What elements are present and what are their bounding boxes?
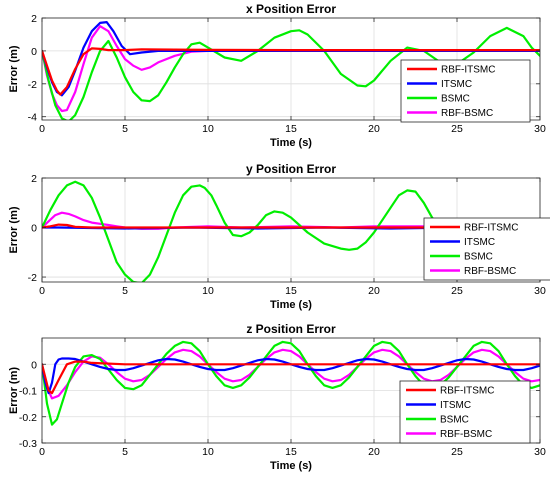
x-tick-label: 20 (368, 123, 380, 135)
series-line-bsmc (42, 180, 442, 282)
chart-title: z Position Error (246, 322, 336, 336)
legend: RBF-ITSMC ITSMC BSMC RBF-BSMC (399, 380, 531, 444)
x-tick-label: 30 (534, 285, 546, 297)
legend-box (399, 380, 531, 444)
x-tick-label: 15 (285, 446, 297, 458)
x-tick-label: 10 (202, 446, 214, 458)
legend-entry: ITSMC (464, 237, 495, 248)
legend-entry: RBF-ITSMC (441, 65, 495, 76)
y-tick-label: -0.3 (19, 438, 37, 450)
x-tick-label: 30 (534, 123, 546, 135)
x-tick-label: 0 (39, 123, 45, 135)
legend-entry: RBF-ITSMC (464, 223, 518, 234)
x-tick-label: 15 (285, 285, 297, 297)
y-tick-label: 2 (31, 173, 37, 185)
y-tick-label: -4 (28, 112, 37, 124)
x-tick-label: 10 (202, 123, 214, 135)
legend-entry: BSMC (464, 252, 493, 263)
series-line-rbf-itsmc (42, 360, 540, 395)
legend-entry: RBF-BSMC (441, 108, 493, 119)
x-tick-label: 5 (122, 446, 128, 458)
legend-entry: BSMC (441, 94, 470, 105)
series-line-rbf-itsmc (42, 223, 540, 229)
legend-entry: RBF-BSMC (440, 429, 492, 440)
y-tick-label: -2 (28, 272, 37, 284)
series-line-bsmc (42, 340, 540, 426)
legend: RBF-ITSMC ITSMC BSMC RBF-BSMC (400, 59, 531, 123)
y-axis-label: Error (m) (8, 45, 20, 92)
series-line-bsmc (42, 26, 540, 120)
x-axis-label: Time (s) (270, 137, 312, 149)
y-tick-label: 2 (31, 13, 37, 25)
y-tick-label: 0 (31, 46, 37, 58)
y-tick-label: 0 (31, 359, 37, 371)
x-tick-label: 20 (368, 285, 380, 297)
chart-title: x Position Error (246, 2, 336, 16)
x-tick-label: 5 (122, 123, 128, 135)
x-tick-label: 20 (368, 446, 380, 458)
x-tick-label: 0 (39, 446, 45, 458)
x-tick-label: 25 (451, 123, 463, 135)
y-tick-label: -0.2 (19, 412, 37, 424)
panel-3: 0 5 10 15 20 25 30 -0.3 -0.2 -0.1 0 z Position Erro… (8, 322, 546, 472)
y-axis-label: Error (m) (8, 367, 20, 414)
x-tick-label: 30 (534, 446, 546, 458)
y-axis-label: Error (m) (8, 206, 20, 253)
y-tick-label: -2 (28, 79, 37, 91)
legend: RBF-ITSMC ITSMC BSMC RBF-BSMC (423, 217, 550, 281)
x-axis-label: Time (s) (270, 299, 312, 311)
chart-title: y Position Error (246, 162, 336, 176)
series-lines (42, 21, 540, 120)
legend-entry: BSMC (440, 415, 469, 426)
legend-entry: RBF-ITSMC (440, 386, 494, 397)
legend-entry: ITSMC (440, 400, 471, 411)
y-tick-label: 0 (31, 223, 37, 235)
series-lines (42, 340, 540, 426)
x-tick-label: 10 (202, 285, 214, 297)
x-tick-label: 15 (285, 123, 297, 135)
series-line-itsmc (42, 357, 540, 395)
legend-entry: RBF-BSMC (464, 266, 516, 277)
y-tick-label: -0.1 (19, 386, 37, 398)
x-tick-label: 25 (451, 446, 463, 458)
x-axis-label: Time (s) (270, 460, 312, 472)
series-line-rbf-itsmc (42, 47, 540, 96)
x-tick-label: 0 (39, 285, 45, 297)
legend-entry: ITSMC (441, 79, 472, 90)
panel-1: 0 5 10 15 20 25 30 -4 -2 0 2 x Position Error Time (… (8, 2, 546, 149)
x-tick-label: 25 (451, 285, 463, 297)
x-tick-label: 5 (122, 285, 128, 297)
